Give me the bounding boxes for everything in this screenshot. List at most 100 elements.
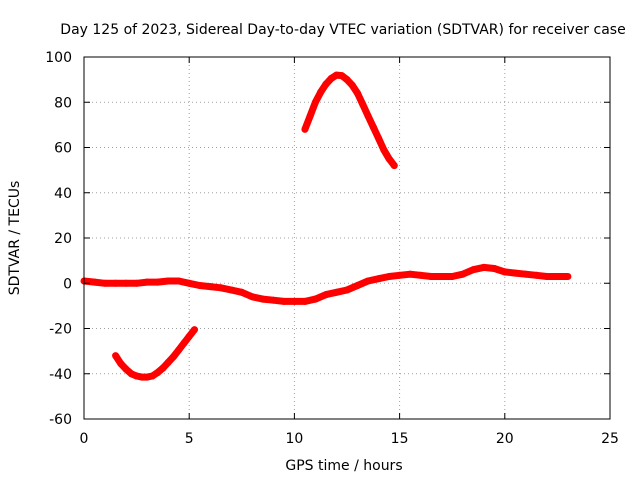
data-point — [143, 278, 151, 286]
data-point — [127, 370, 135, 378]
y-tick-label: 60 — [54, 141, 72, 157]
data-point — [385, 273, 393, 280]
data-point — [154, 369, 162, 377]
data-point — [511, 269, 519, 277]
data-point — [238, 288, 246, 296]
y-axis-label: SDTVAR / TECUs — [7, 181, 23, 296]
x-tick-label: 15 — [391, 431, 409, 447]
y-tick-label: 20 — [54, 231, 72, 247]
data-point — [448, 273, 456, 280]
data-point — [185, 332, 193, 340]
data-point — [122, 279, 130, 287]
data-point — [206, 283, 214, 291]
data-point — [317, 88, 325, 96]
data-point — [532, 271, 540, 279]
data-point — [259, 295, 267, 303]
data-point — [501, 268, 509, 276]
data-point — [133, 372, 141, 380]
data-point — [148, 372, 156, 380]
data-point — [290, 297, 298, 305]
data-point — [301, 125, 309, 133]
data-point — [248, 293, 256, 301]
data-point — [390, 162, 398, 170]
grid — [84, 57, 610, 419]
y-tick-label: 80 — [54, 95, 72, 111]
x-axis-label: GPS time / hours — [285, 458, 402, 474]
data-point — [564, 273, 572, 280]
data-point — [343, 286, 351, 294]
data-point — [311, 98, 319, 106]
data-point — [191, 326, 198, 334]
y-tick-label: 40 — [54, 186, 72, 202]
data-point — [164, 277, 172, 285]
series-line — [301, 71, 398, 168]
data-point — [164, 358, 172, 366]
x-tick-label: 5 — [185, 431, 194, 447]
data-point — [375, 275, 383, 283]
data-point — [333, 288, 340, 296]
x-tick-label: 0 — [80, 431, 89, 447]
data-point — [280, 297, 288, 305]
data-point — [364, 277, 372, 285]
data-point — [375, 134, 383, 142]
data-point — [333, 71, 340, 79]
data-point — [112, 279, 120, 287]
data-point — [343, 76, 351, 84]
data-point — [459, 270, 467, 278]
data-point — [185, 279, 193, 287]
y-tick-label: -20 — [49, 322, 72, 338]
data-point — [338, 72, 346, 80]
x-tick-label: 20 — [496, 431, 514, 447]
data-point — [469, 266, 477, 274]
data-point — [306, 112, 314, 120]
data-point — [359, 101, 367, 108]
data-point — [311, 295, 319, 303]
data-point — [269, 296, 277, 304]
data-point — [112, 352, 120, 360]
data-point — [138, 373, 146, 381]
data-point — [122, 365, 130, 373]
x-tick-label: 25 — [601, 431, 619, 447]
data-point — [438, 273, 446, 280]
data-point — [154, 278, 162, 286]
data-point — [396, 271, 404, 279]
data-point — [133, 279, 141, 287]
y-tick-label: 0 — [63, 276, 72, 292]
data-point — [522, 270, 530, 278]
data-point — [543, 273, 551, 280]
chart-title: Day 125 of 2023, Sidereal Day-to-day VTE… — [60, 22, 625, 38]
data-point — [175, 346, 183, 354]
data-point — [406, 270, 414, 278]
data-point — [427, 273, 435, 280]
data-point — [369, 123, 377, 131]
data-point — [348, 81, 356, 89]
y-tick-label: -60 — [49, 412, 72, 428]
data-point — [227, 286, 235, 294]
data-point — [217, 284, 225, 292]
y-tick-label: 100 — [45, 50, 72, 66]
data-point — [169, 353, 177, 361]
data-point — [159, 364, 167, 372]
data-point — [101, 279, 109, 287]
data-point — [196, 282, 204, 289]
data-point — [322, 80, 330, 88]
y-tick-label: -40 — [49, 367, 72, 383]
data-point — [322, 291, 330, 299]
data-point — [480, 263, 488, 271]
data-layer — [80, 71, 572, 381]
data-point — [354, 282, 361, 289]
data-point — [553, 273, 561, 280]
data-point — [354, 89, 361, 97]
data-point — [327, 75, 335, 82]
data-point — [180, 339, 188, 347]
data-point — [117, 360, 125, 368]
data-point — [364, 112, 372, 120]
data-point — [175, 277, 183, 285]
data-point — [490, 265, 498, 272]
data-point — [385, 155, 393, 163]
x-tick-label: 10 — [285, 431, 303, 447]
data-point — [380, 146, 388, 154]
data-point — [301, 297, 309, 305]
data-point — [417, 271, 425, 279]
